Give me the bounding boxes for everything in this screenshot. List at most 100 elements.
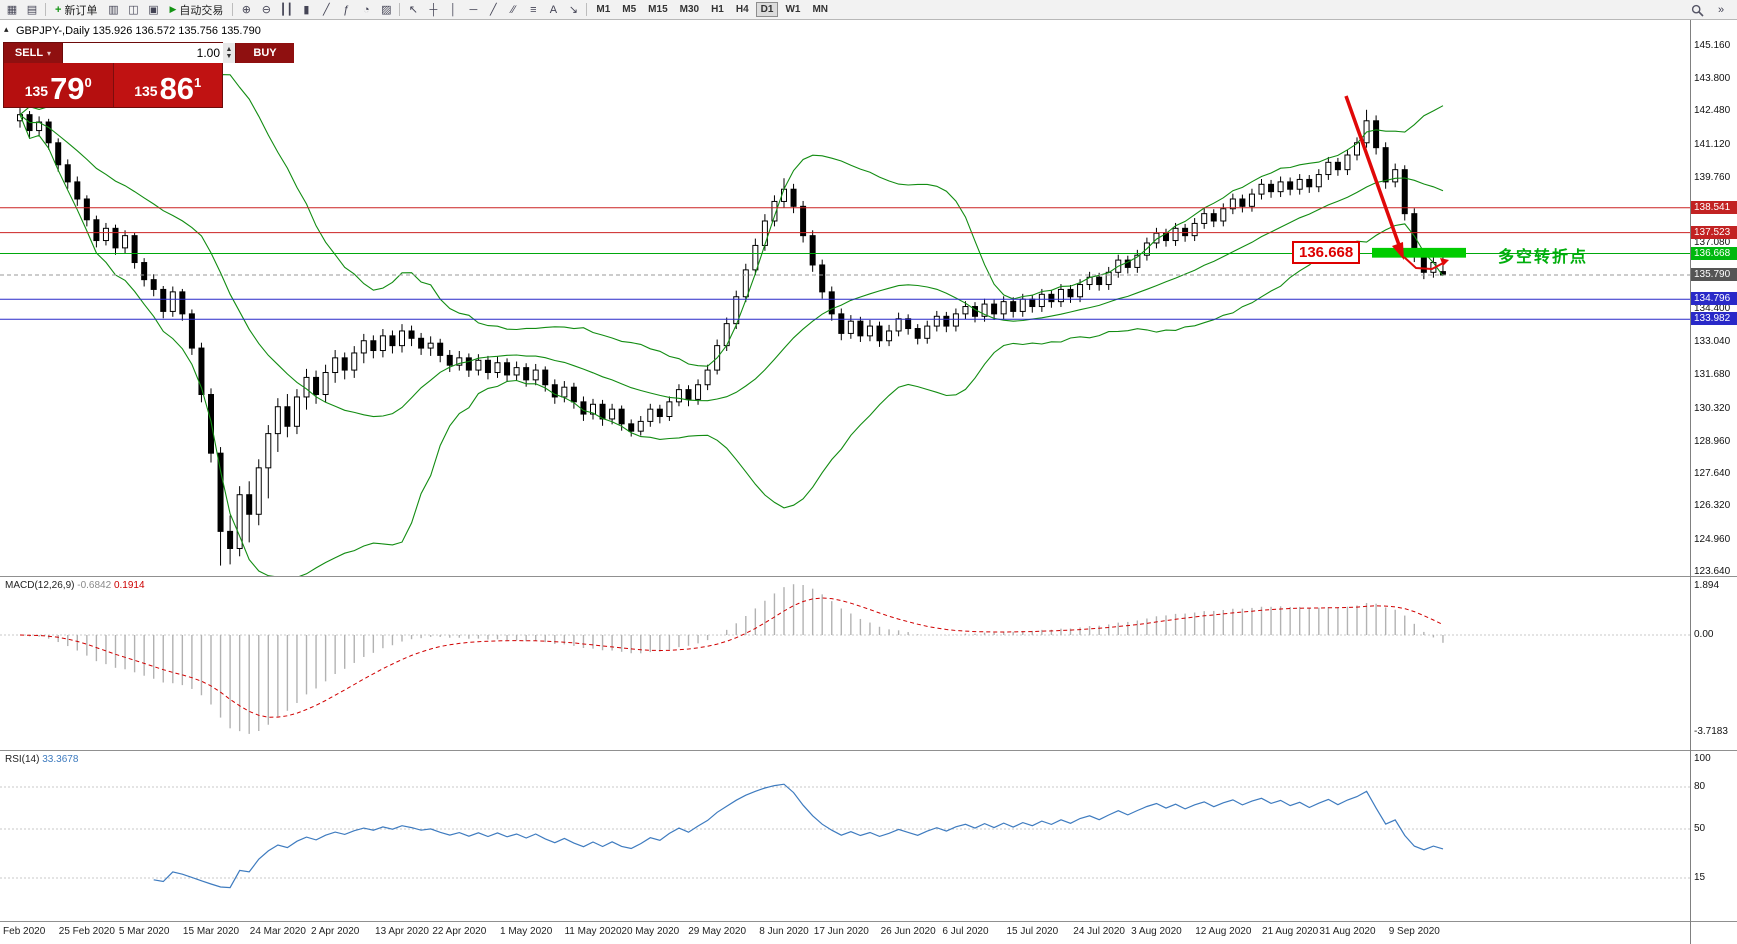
candle: [236, 494, 243, 549]
timeframe-w1-button[interactable]: W1: [785, 4, 801, 15]
candle: [408, 330, 415, 339]
candle: [313, 376, 320, 396]
sell-price-big-figure: 135: [24, 83, 49, 99]
indicators-icon: ƒ: [343, 3, 350, 16]
volume-down-button[interactable]: ▼: [225, 53, 233, 60]
periods-icon[interactable]: ◔: [356, 1, 376, 19]
autotrade-button[interactable]: ▶ 自动交易: [163, 1, 229, 19]
panel-separator[interactable]: [0, 576, 1737, 577]
vertical-line-icon[interactable]: │: [443, 1, 463, 19]
hand-drawn-arrow[interactable]: [1403, 256, 1446, 271]
timeframe-m1-button[interactable]: M1: [596, 4, 611, 15]
candle: [656, 408, 663, 418]
timeframe-d1-button[interactable]: D1: [755, 2, 779, 17]
one-click-trading-panel: SELL ▾ ▲ ▼ BUY 135 79 0 135 86 1: [3, 42, 294, 108]
autotrade-play-icon: ▶: [169, 4, 177, 14]
navigator-icon[interactable]: ◫: [123, 1, 143, 19]
bar-chart-icon[interactable]: ┃┃: [276, 1, 296, 19]
terminal-icon[interactable]: ▣: [143, 1, 163, 19]
volume-input[interactable]: [63, 43, 223, 63]
templates-icon[interactable]: ▨: [376, 1, 396, 19]
new-chart-icon[interactable]: ▦: [2, 1, 22, 19]
toolbar-separator: [586, 3, 588, 16]
zoom-out-icon[interactable]: ⊖: [256, 1, 276, 19]
candle: [1306, 178, 1313, 188]
date-label: 11 May 2020: [564, 926, 622, 937]
panel-separator[interactable]: [0, 750, 1737, 751]
cursor-icon[interactable]: ↖: [403, 1, 423, 19]
macd-main-value: -0.6842: [77, 580, 112, 591]
chart-area[interactable]: [0, 20, 1690, 921]
candle: [1239, 198, 1246, 207]
price-axis[interactable]: 145.160 143.800 142.480 141.120 139.760 137.0…: [1691, 0, 1737, 944]
trend-arrow[interactable]: [1344, 95, 1401, 246]
buy-price-button[interactable]: 135 86 1: [113, 63, 222, 107]
candle: [1096, 276, 1103, 286]
timeframe-m5-button[interactable]: M5: [622, 4, 637, 15]
candle: [494, 362, 501, 374]
buy-label: BUY: [253, 47, 277, 59]
indicators-icon[interactable]: ƒ: [336, 1, 356, 19]
price-tick: 127.640: [1694, 468, 1731, 480]
date-label: 25 Feb 2020: [58, 926, 115, 937]
search-icon[interactable]: [1687, 1, 1707, 19]
timeframe-h4-button[interactable]: H4: [735, 4, 749, 15]
candle: [274, 406, 281, 435]
price-tick: 137.080: [1694, 237, 1731, 249]
bollinger-upper-band[interactable]: [19, 74, 1444, 367]
date-label: 21 Aug 2020: [1262, 926, 1319, 937]
bollinger-lower-band[interactable]: [19, 114, 1444, 580]
candle: [64, 164, 71, 183]
price-badge: 134.796: [1691, 292, 1737, 306]
trendline-icon[interactable]: ╱: [483, 1, 503, 19]
profiles-icon[interactable]: ▤: [22, 1, 42, 19]
date-label: 6 Feb 2020: [0, 926, 46, 937]
volume-up-button[interactable]: ▲: [225, 46, 233, 53]
candlestick-chart-icon[interactable]: ▮: [296, 1, 316, 19]
horizontal-line-icon[interactable]: ─: [463, 1, 483, 19]
channel-icon[interactable]: ∕∕: [503, 1, 523, 19]
toolbar-overflow-icon[interactable]: »: [1711, 1, 1731, 19]
highlight-rect[interactable]: [1372, 247, 1466, 258]
candle: [666, 401, 673, 418]
candle: [360, 340, 367, 354]
candle: [991, 303, 998, 315]
line-chart-icon: ╱: [323, 4, 330, 16]
rsi-name: RSI(14): [5, 754, 40, 765]
zoom-in-icon[interactable]: ⊕: [236, 1, 256, 19]
candle: [265, 433, 272, 469]
candle: [475, 359, 482, 371]
bollinger-middle-band[interactable]: [19, 114, 1444, 418]
sell-button[interactable]: SELL ▾: [4, 43, 62, 63]
timeframe-m30-button[interactable]: M30: [679, 4, 700, 15]
profiles-icon: ▤: [26, 4, 38, 16]
sell-price-button[interactable]: 135 79 0: [4, 63, 114, 107]
market-watch-icon[interactable]: ▥: [103, 1, 123, 19]
cursor-icon: ↖: [408, 4, 418, 16]
autotrade-label: 自动交易: [179, 4, 224, 17]
candle: [590, 403, 596, 415]
timeframe-h1-button[interactable]: H1: [711, 4, 724, 15]
arrows-icon[interactable]: ↘: [563, 1, 583, 19]
fibonacci-icon[interactable]: ≡: [523, 1, 543, 19]
price-tick: 134.400: [1694, 302, 1731, 314]
timeframe-mn-button[interactable]: MN: [812, 4, 829, 15]
candle: [1134, 254, 1141, 268]
candle: [227, 530, 234, 549]
candle: [93, 219, 100, 242]
timeframe-m15-button[interactable]: M15: [648, 4, 668, 15]
price-flag-label[interactable]: 136.668: [1292, 241, 1361, 264]
crosshair-icon[interactable]: ┼: [423, 1, 443, 19]
line-chart-icon[interactable]: ╱: [316, 1, 336, 19]
buy-button[interactable]: BUY: [236, 43, 294, 63]
one-click-panel-toggle-icon[interactable]: ▴: [4, 24, 9, 34]
bar-chart-icon: ┃┃: [279, 4, 293, 16]
annotation-note[interactable]: 多空转折点: [1498, 249, 1589, 266]
text-icon[interactable]: A: [543, 1, 563, 19]
candle: [532, 369, 539, 381]
candle: [370, 340, 377, 352]
new-order-button[interactable]: + 新订单: [49, 1, 103, 19]
date-label: 22 Apr 2020: [432, 926, 487, 937]
